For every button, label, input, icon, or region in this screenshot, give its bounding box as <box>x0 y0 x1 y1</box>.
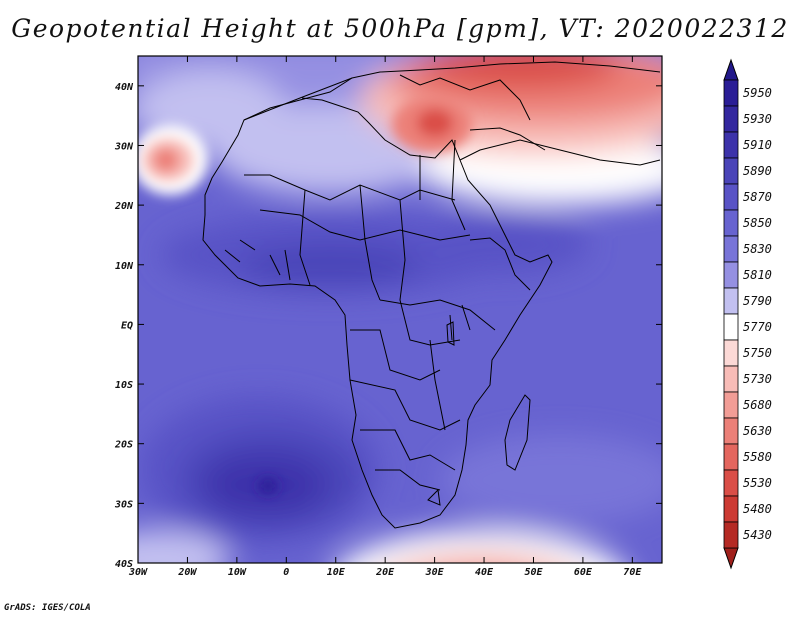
colorbar-label: 5890 <box>743 164 772 178</box>
lon-tick-label: 60E <box>574 567 593 578</box>
lat-tick-label: 30S <box>114 499 133 510</box>
coastlines <box>202 61 661 529</box>
colorbar-swatch <box>723 183 739 211</box>
colorbar-swatch <box>723 339 739 367</box>
lat-tick-label: 20S <box>114 440 133 451</box>
colorbar-label: 5530 <box>743 476 772 490</box>
colorbar-label: 5770 <box>743 320 772 334</box>
colorbar-swatch <box>723 495 739 523</box>
lon-tick-label: 10E <box>327 567 346 578</box>
colorbar-label: 5830 <box>743 242 772 256</box>
grads-credit: GrADS: IGES/COLA <box>4 603 91 613</box>
lon-tick-label: 20E <box>375 567 395 578</box>
colorbar-swatch <box>723 235 739 263</box>
colorbar-swatch <box>723 157 739 185</box>
lon-tick-label: 20W <box>177 567 197 578</box>
colorbar-swatch <box>723 79 739 107</box>
colorbar-swatch <box>723 261 739 289</box>
colorbar-label: 5480 <box>743 502 772 516</box>
colorbar-label: 5930 <box>743 112 772 126</box>
colorbar-label: 5430 <box>743 528 772 542</box>
colorbar-swatch <box>723 287 739 315</box>
lon-tick-label: 30W <box>128 567 148 578</box>
lon-tick-label: 10W <box>228 567 247 578</box>
lat-tick-label: EQ <box>121 320 133 331</box>
lon-tick-label: 70E <box>623 567 642 578</box>
colorbar-swatch <box>723 417 739 445</box>
lat-tick-label: 40N <box>115 82 134 93</box>
lon-tick-label: 0 <box>283 567 289 578</box>
lat-tick-label: 30N <box>114 141 134 152</box>
colorbar-label: 5870 <box>743 190 772 204</box>
colorbar-label: 5680 <box>743 398 772 412</box>
colorbar-swatch <box>723 469 739 497</box>
colorbar-label: 5630 <box>743 424 772 438</box>
lon-tick-label: 50E <box>524 567 543 578</box>
lat-tick-label: 40S <box>115 559 133 570</box>
colorbar-swatch <box>723 131 739 159</box>
colorbar-label: 5750 <box>743 346 772 360</box>
colorbar-label: 5730 <box>743 372 772 386</box>
colorbar-label: 5950 <box>743 86 772 100</box>
colorbar-top-arrow <box>723 58 739 81</box>
map-frame <box>137 55 663 564</box>
colorbar-swatch <box>723 365 739 393</box>
colorbar-label: 5790 <box>743 294 772 308</box>
latitude-axis: 40N 30N 20N 10N EQ 10S 20S 30S 40S <box>114 82 662 570</box>
colorbar-label: 5850 <box>743 216 772 230</box>
colorbar-swatch <box>723 391 739 419</box>
colorbar-swatch <box>723 209 739 237</box>
height-field <box>138 56 662 563</box>
colorbar-label: 5580 <box>743 450 772 464</box>
lon-tick-label: 40E <box>475 567 494 578</box>
lon-tick-label: 30E <box>425 567 445 578</box>
lat-tick-label: 10S <box>115 380 133 391</box>
colorbar-swatch <box>723 443 739 471</box>
longitude-axis: 30W 20W 10W 0 10E 20E 30E 40E 50E 60E 70E <box>128 56 642 578</box>
colorbar: 5950 5930 5910 5890 5870 5850 5830 5810 5790 5770… <box>723 58 772 570</box>
colorbar-label: 5910 <box>743 138 772 152</box>
colorbar-label: 5810 <box>743 268 772 282</box>
colorbar-swatch <box>723 105 739 133</box>
colorbar-bottom-arrow <box>723 547 739 570</box>
lat-tick-label: 10N <box>115 261 134 272</box>
lat-tick-label: 20N <box>114 201 134 212</box>
colorbar-swatch <box>723 521 739 549</box>
colorbar-swatch <box>723 313 739 341</box>
map-title: Geopotential Height at 500hPa [gpm], VT:… <box>11 14 789 43</box>
